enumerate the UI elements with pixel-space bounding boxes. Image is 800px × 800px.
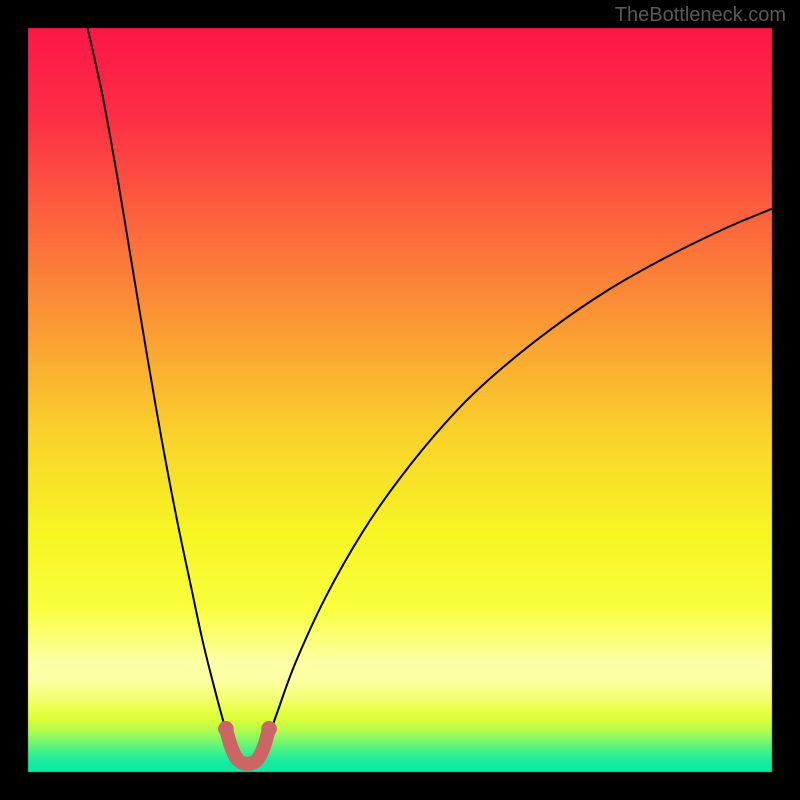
curve-right-branch (261, 209, 772, 760)
watermark-text: TheBottleneck.com (615, 4, 786, 27)
curve-left-branch (88, 28, 235, 759)
chart-root: TheBottleneck.com (0, 0, 800, 800)
optimal-notch (226, 729, 269, 764)
curve-layer (0, 0, 800, 800)
optimal-notch-endpoint-right (261, 721, 277, 737)
optimal-notch-endpoint-left (218, 721, 234, 737)
chart-frame (0, 0, 800, 800)
